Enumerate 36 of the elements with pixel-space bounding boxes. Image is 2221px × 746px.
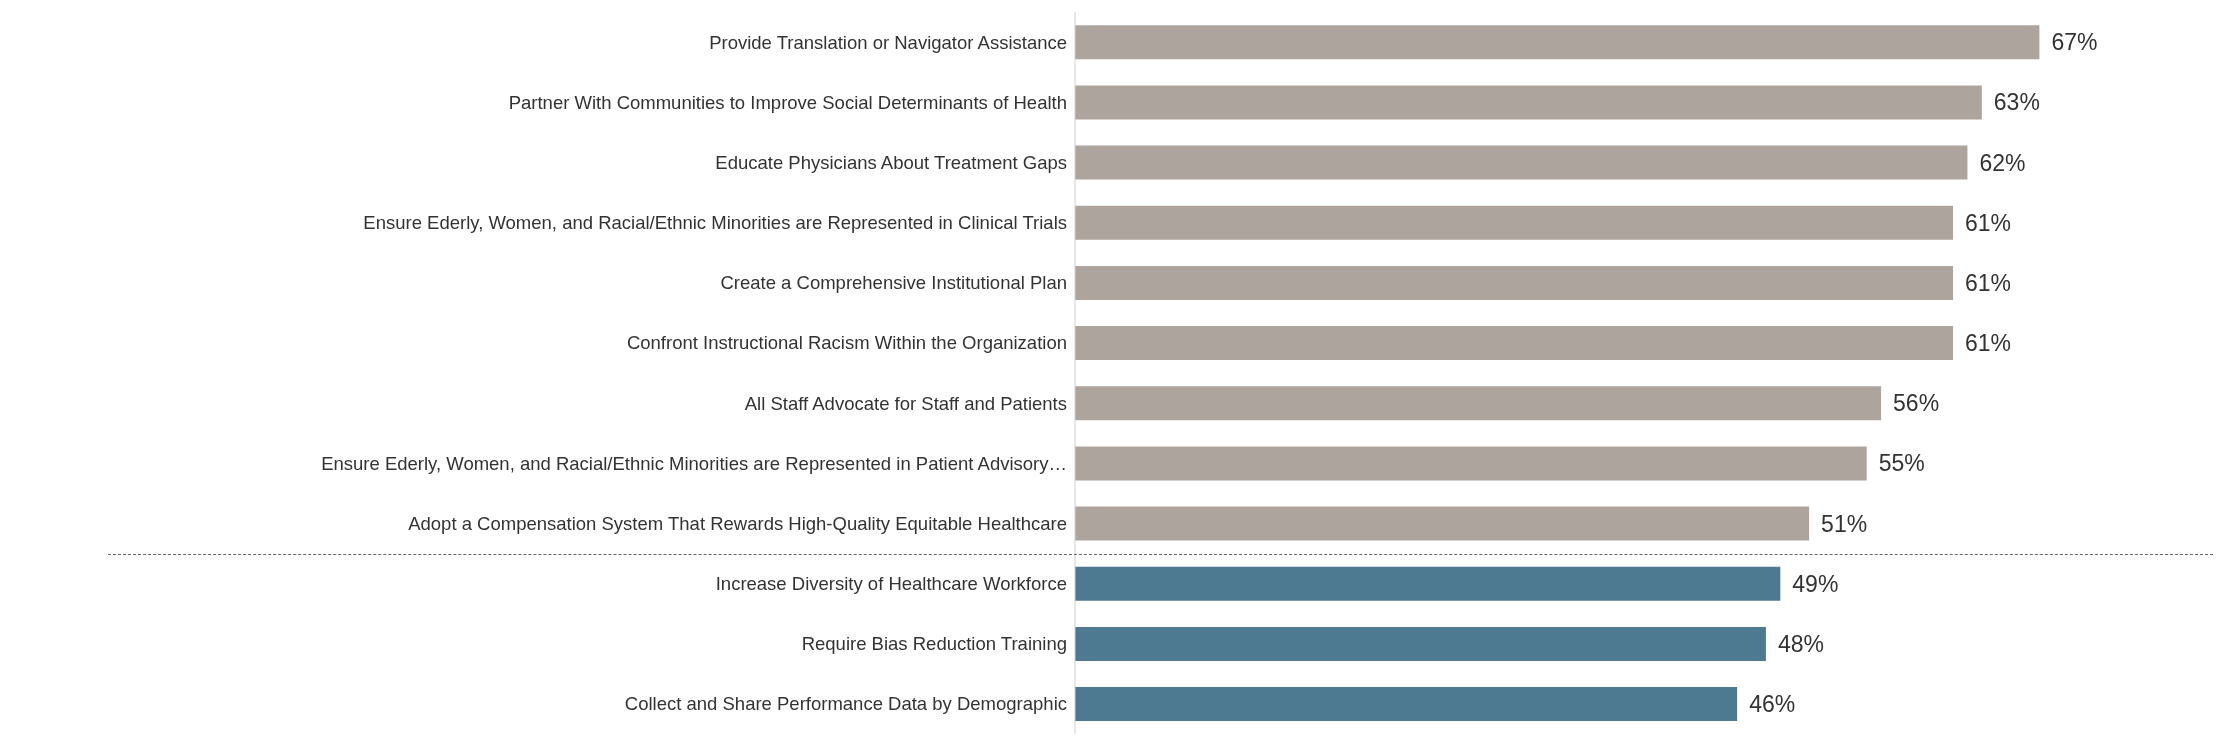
data-label: 48%	[1777, 630, 1824, 657]
y-tick-label: Confront Instructional Racism Within the Organization	[626, 332, 1067, 354]
data-label: 63%	[1993, 89, 2040, 116]
y-tick-label: All Staff Advocate for Staff and Patients	[744, 392, 1067, 414]
y-tick-label: Collect and Share Performance Data by Demographic	[624, 693, 1067, 715]
y-tick-label: Require Bias Reduction Training	[801, 633, 1067, 655]
y-tick-label: Ensure Ederly, Women, and Racial/Ethnic Minorities are Represented in Clinical Trials	[363, 212, 1067, 234]
y-tick-label: Adopt a Compensation System That Rewards High-Quality Equitable Healthcare	[408, 512, 1067, 534]
bar	[1075, 25, 2040, 60]
data-label: 56%	[1893, 390, 1940, 417]
bar	[1075, 265, 1954, 300]
bar	[1075, 626, 1766, 661]
data-label: 67%	[2051, 29, 2098, 56]
bar	[1075, 85, 1982, 120]
y-tick-label: Create a Comprehensive Institutional Plan	[720, 272, 1067, 294]
data-label: 55%	[1878, 450, 1925, 477]
data-label: 46%	[1749, 691, 1796, 718]
y-tick-label: Ensure Ederly, Women, and Racial/Ethnic Minorities are Represented in Patient Advisory…	[321, 452, 1067, 474]
bar	[1075, 145, 1968, 180]
bar	[1075, 506, 1810, 541]
bar	[1075, 446, 1867, 481]
y-tick-label: Increase Diversity of Healthcare Workforce	[715, 573, 1067, 595]
data-label: 61%	[1965, 330, 2012, 357]
bar	[1075, 326, 1954, 361]
data-label: 49%	[1792, 570, 1839, 597]
y-tick-label: Provide Translation or Navigator Assistance	[709, 31, 1067, 53]
bar	[1075, 386, 1882, 421]
data-label: 51%	[1821, 510, 1868, 537]
data-label: 62%	[1979, 149, 2026, 176]
y-tick-label: Educate Physicians About Treatment Gaps	[715, 151, 1067, 173]
bar	[1075, 566, 1781, 601]
data-label: 61%	[1965, 269, 2012, 296]
bar	[1075, 205, 1954, 240]
bar	[1075, 687, 1738, 722]
y-tick-label: Partner With Communities to Improve Social Determinants of Health	[508, 91, 1067, 113]
data-label: 61%	[1965, 209, 2012, 236]
